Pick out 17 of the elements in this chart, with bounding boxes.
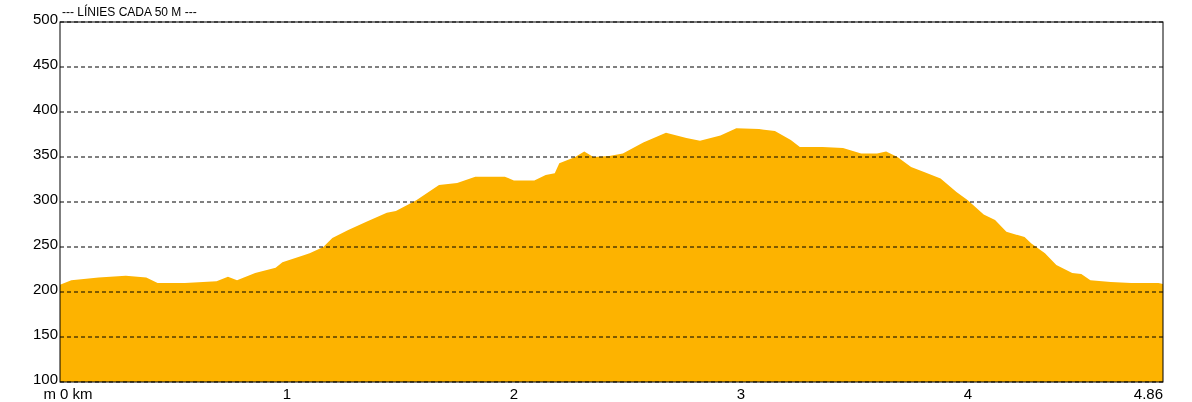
x-tick-label: 0 km [60,385,93,402]
y-tick-label: 400 [32,99,58,117]
chart-title: --- LÍNIES CADA 50 M --- [62,4,197,19]
y-axis-title: m [43,385,56,402]
y-tick-label: 450 [32,54,58,72]
y-tick-label: 150 [32,324,58,342]
x-tick-label: 4.86 [1133,385,1163,402]
x-tick-label: 3 [736,385,746,402]
x-tick-label: 4 [963,385,972,402]
y-tick-label: 500 [32,9,58,27]
x-tick-label: 2 [509,385,519,402]
y-tick-label: 100 [32,369,58,387]
y-tick-label: 250 [32,234,58,252]
y-tick-label: 200 [32,279,58,297]
y-tick-label: 350 [32,144,58,162]
y-tick-label: 300 [32,189,58,207]
x-tick-label: 1 [282,385,292,402]
